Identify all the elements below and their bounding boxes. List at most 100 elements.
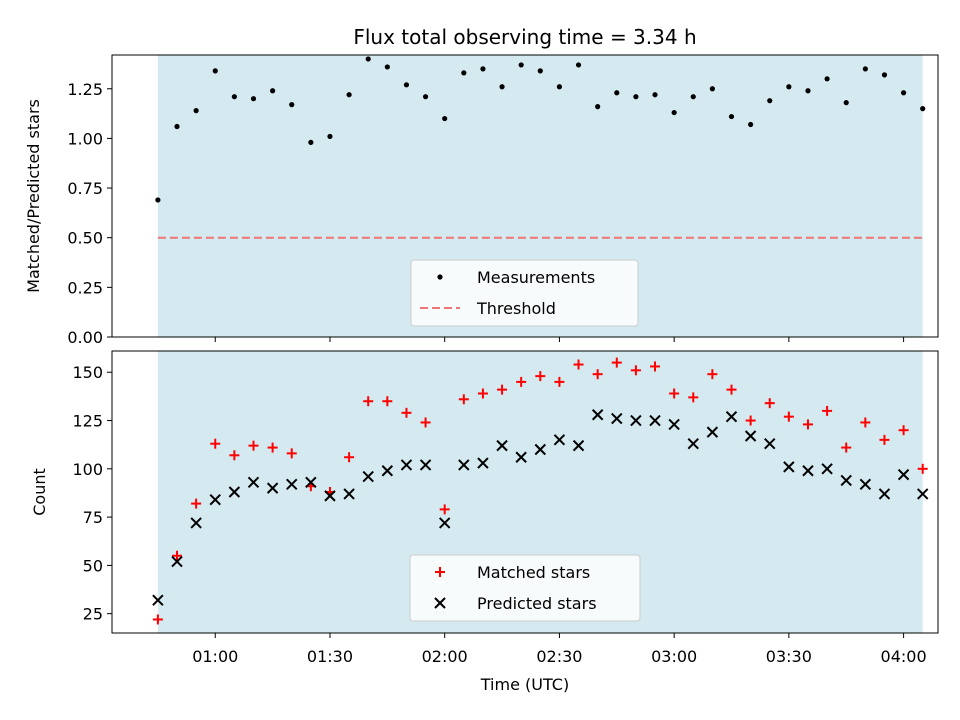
measurement-point [231, 94, 237, 100]
bottom-legend-box [409, 554, 641, 622]
x-stroke [611, 412, 623, 425]
predicted-star-point [419, 459, 432, 471]
x-stroke [152, 594, 164, 606]
top-y-tick-label: 0.50 [67, 229, 103, 248]
predicted-star-point [821, 463, 833, 475]
predicted-star-point [840, 474, 852, 487]
measurement-point [480, 66, 486, 72]
predicted-star-point [802, 465, 814, 477]
predicted-star-point [897, 468, 910, 481]
bottom-x-ticks: 01:00 01:30 02:00 02:30 03:00 03:30 04:00 [192, 633, 927, 666]
predicted-star-point [916, 488, 929, 500]
x-tick-label: 01:00 [192, 647, 238, 666]
x-stroke [247, 476, 260, 489]
top-y-tick-label: 1.25 [67, 80, 103, 99]
measurement-point [212, 68, 218, 74]
x-stroke [534, 443, 547, 456]
top-y-tick-label: 0.75 [67, 179, 103, 198]
x-stroke [744, 430, 757, 442]
matched-star-point [516, 376, 527, 387]
measurement-point [422, 94, 429, 100]
bottom-y-tick-label: 150 [72, 363, 103, 382]
matched-star-point [860, 417, 871, 428]
matched-star-point [573, 359, 584, 370]
measurement-point [174, 123, 180, 130]
x-tick-label: 03:00 [651, 647, 697, 666]
matched-star-point [477, 388, 488, 399]
x-stroke [591, 409, 604, 421]
predicted-star-point [343, 488, 355, 500]
measurement-point [920, 106, 926, 112]
matched-star-point [783, 411, 794, 422]
top-y-axis-label: Matched/Predicted stars [24, 99, 43, 293]
top-y-tick-label: 0.25 [67, 278, 103, 297]
measurement-point [556, 84, 563, 90]
measurement-point [748, 121, 754, 128]
measurement-point [786, 84, 792, 90]
matched-star-point [152, 614, 163, 625]
measurement-point [346, 92, 352, 98]
matched-star-point [630, 365, 641, 376]
predicted-star-point [630, 414, 642, 427]
matched-star-point [745, 415, 756, 426]
matched-star-point [822, 405, 833, 416]
predicted-star-point [438, 517, 451, 529]
x-tick-label: 02:00 [422, 647, 468, 666]
matched-star-point [439, 504, 450, 515]
x-stroke [477, 457, 489, 469]
x-stroke [228, 486, 241, 498]
measurement-point [289, 102, 295, 108]
x-stroke [209, 494, 221, 506]
x-stroke [725, 410, 738, 423]
legend-plus [435, 567, 445, 577]
measurement-point [499, 84, 505, 90]
x-tick-label: 03:30 [766, 647, 812, 666]
predicted-star-point [324, 490, 336, 502]
matched-star-point [898, 425, 909, 436]
bottom-y-tick-label: 125 [72, 412, 103, 431]
x-stroke [764, 438, 776, 450]
predicted-star-point [572, 439, 585, 452]
measurement-point [690, 94, 696, 100]
bottom-y-axis-label: Count [30, 468, 49, 516]
measurement-point [403, 82, 410, 88]
measurement-point [652, 92, 658, 98]
measurement-point [537, 68, 543, 74]
x-stroke [266, 482, 279, 494]
x-stroke [434, 597, 446, 609]
x-stroke [305, 476, 317, 489]
x-tick-label: 01:30 [307, 647, 353, 666]
predicted-star-point [764, 438, 776, 450]
top-y-tick-label: 1.00 [67, 129, 103, 148]
bottom-y-ticks: 25 50 75 100 125 150 [72, 363, 112, 624]
x-stroke [821, 463, 833, 475]
x-stroke [553, 434, 566, 446]
matched-star-point [229, 450, 240, 461]
measurement-point [709, 86, 715, 92]
matched-star-point [669, 388, 680, 399]
x-stroke [630, 414, 642, 427]
legend-marker-predicted [434, 597, 446, 609]
x-stroke [438, 517, 451, 529]
legend-label-measurements: Measurements [477, 268, 595, 287]
x-stroke [897, 468, 910, 481]
matched-star-point [879, 434, 890, 445]
bottom-y-tick-label: 100 [72, 460, 103, 479]
measurement-point [900, 90, 907, 96]
bottom-legend: Matched stars Predicted stars [409, 554, 641, 622]
top-x-ticks [214, 337, 905, 342]
matched-star-point [917, 463, 928, 474]
legend-x [434, 597, 446, 609]
predicted-star-point [534, 443, 547, 456]
measurement-point [442, 115, 448, 122]
x-stroke [859, 478, 872, 490]
bottom-panel: 25 50 75 100 125 150 01:00 01:30 02:00 02:30 03:0… [30, 350, 939, 694]
top-plot-frame [111, 54, 939, 338]
matched-star-point [382, 396, 393, 407]
measurement-point [805, 88, 811, 94]
matched-star-point [458, 394, 469, 405]
x-axis-label: Time (UTC) [480, 675, 569, 694]
x-stroke [343, 488, 355, 500]
x-stroke [362, 470, 374, 483]
measurement-point [862, 66, 868, 72]
